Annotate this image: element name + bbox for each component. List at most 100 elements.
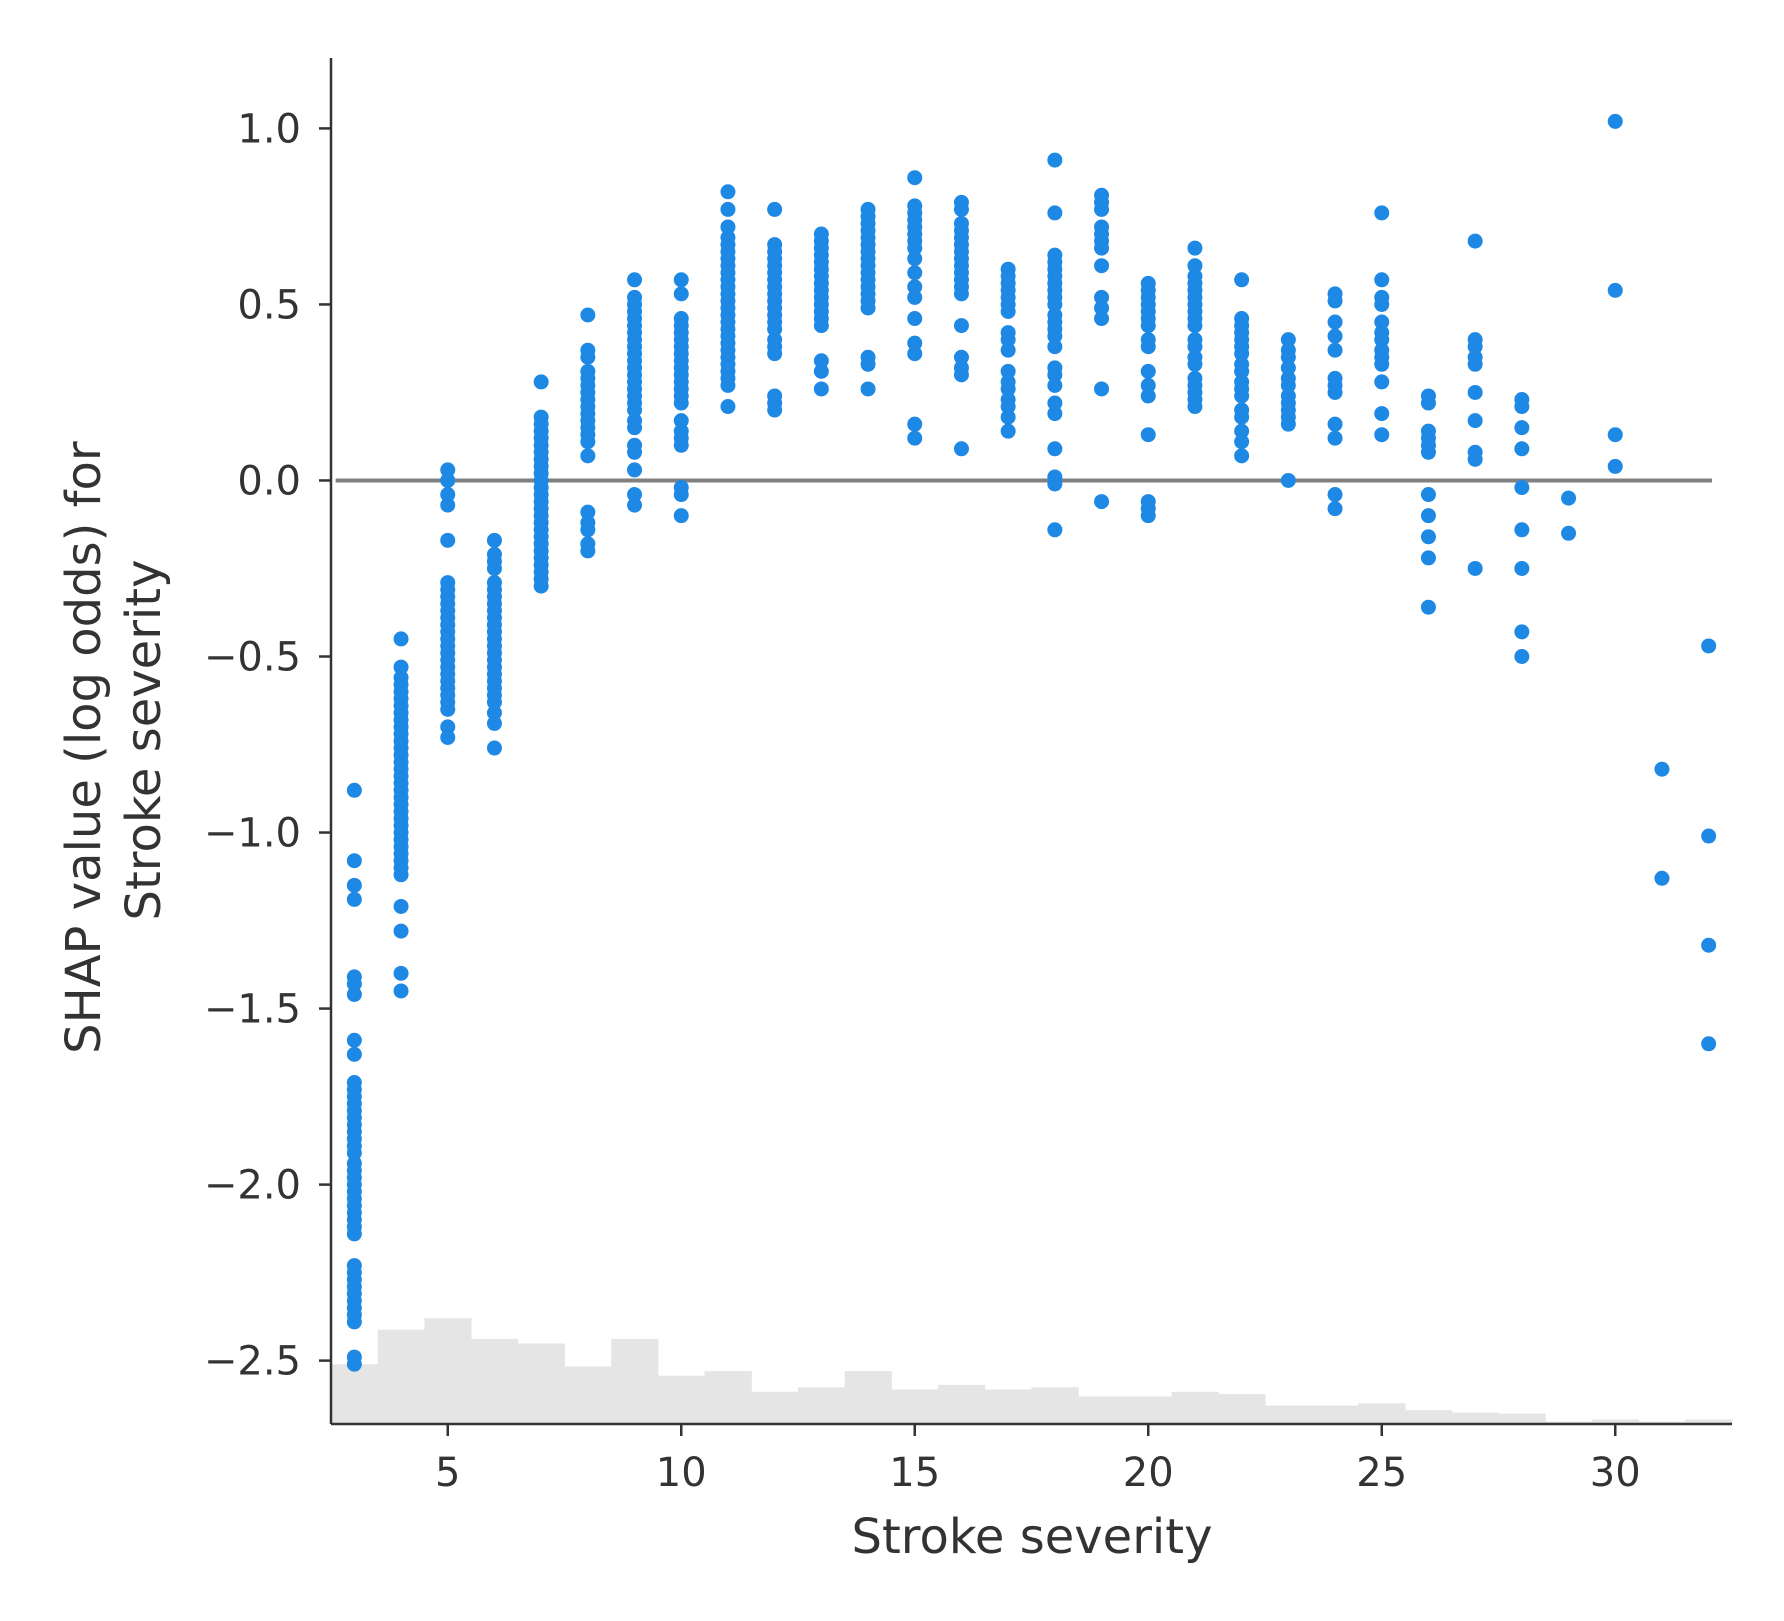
data-point [1467,233,1483,249]
data-point [907,265,923,281]
data-point [1047,406,1063,422]
data-point [440,729,456,745]
data-point [767,402,783,418]
data-point [346,1145,362,1161]
data-point [767,201,783,217]
histogram-bar [377,1329,425,1424]
data-point [1374,296,1390,312]
data-point [907,430,923,446]
data-point [907,346,923,362]
data-point [953,286,969,302]
data-point [627,497,643,513]
data-point [907,335,923,351]
data-point [907,289,923,305]
data-point [1234,423,1250,439]
data-point [720,184,736,200]
data-point [1374,427,1390,443]
histogram-bar [938,1384,986,1424]
data-point [1374,314,1390,330]
data-point [953,201,969,217]
data-point [346,891,362,907]
data-point [580,434,596,450]
data-point [1187,339,1203,355]
x-tick-label: 20 [1123,1450,1174,1496]
data-point [907,311,923,327]
x-tick-label: 15 [889,1450,940,1496]
data-point [1234,448,1250,464]
data-point [1140,388,1156,404]
data-point [673,413,689,429]
histogram-bar [517,1343,565,1424]
data-point [673,395,689,411]
data-point [1280,360,1296,376]
histogram-bar [564,1366,612,1424]
data-point [1701,1036,1717,1052]
data-point [1467,339,1483,355]
data-point [1514,649,1530,665]
data-point [1187,258,1203,274]
data-point [346,1046,362,1062]
data-point [1094,201,1110,217]
data-point [813,318,829,334]
data-point [673,286,689,302]
data-point [440,532,456,548]
data-point [1514,420,1530,436]
data-point [1047,395,1063,411]
data-point [813,381,829,397]
y-tick-label: −1.0 [204,811,301,857]
data-point [1047,377,1063,393]
data-point [720,201,736,217]
y-tick-label: −1.5 [204,987,301,1033]
data-point [767,321,783,337]
histogram-bar [1078,1396,1126,1424]
data-point [627,462,643,478]
data-point [1094,258,1110,274]
data-point [1327,487,1343,503]
histogram-bar [611,1338,659,1424]
data-point [1094,381,1110,397]
data-point [346,877,362,893]
data-point [907,170,923,186]
data-point [1374,205,1390,221]
data-point [346,853,362,869]
histogram-bar [1265,1405,1313,1424]
data-point [627,272,643,288]
data-point [533,578,549,594]
data-point [1187,240,1203,256]
data-point [1467,560,1483,576]
data-point [440,472,456,488]
histogram-bar [331,1364,379,1424]
histogram-bar [424,1318,472,1424]
data-point [1000,342,1016,358]
histogram-bar [1591,1419,1640,1424]
data-point [440,497,456,513]
y-tick-label: 0.5 [237,282,301,328]
data-point [1327,293,1343,309]
data-point [1140,318,1156,334]
data-point [580,522,596,538]
data-point [393,965,409,981]
data-point [720,219,736,235]
data-point [627,444,643,460]
data-point [627,402,643,418]
data-point [1047,441,1063,457]
histogram-bar [704,1371,752,1424]
data-point [393,659,409,675]
histogram-bar [657,1375,706,1424]
data-point [1094,300,1110,316]
histogram-bar [1218,1394,1266,1424]
data-point [1514,560,1530,576]
data-point [1327,384,1343,400]
data-point [533,374,549,390]
data-point [1234,272,1250,288]
histogram [331,1318,1733,1424]
data-point [907,416,923,432]
data-point [1420,444,1436,460]
data-point [1327,501,1343,517]
data-point [1187,399,1203,415]
y-tick-label: 0.0 [237,458,301,504]
data-point [1000,303,1016,319]
data-point [907,251,923,267]
data-point [580,448,596,464]
data-point [1420,508,1436,524]
